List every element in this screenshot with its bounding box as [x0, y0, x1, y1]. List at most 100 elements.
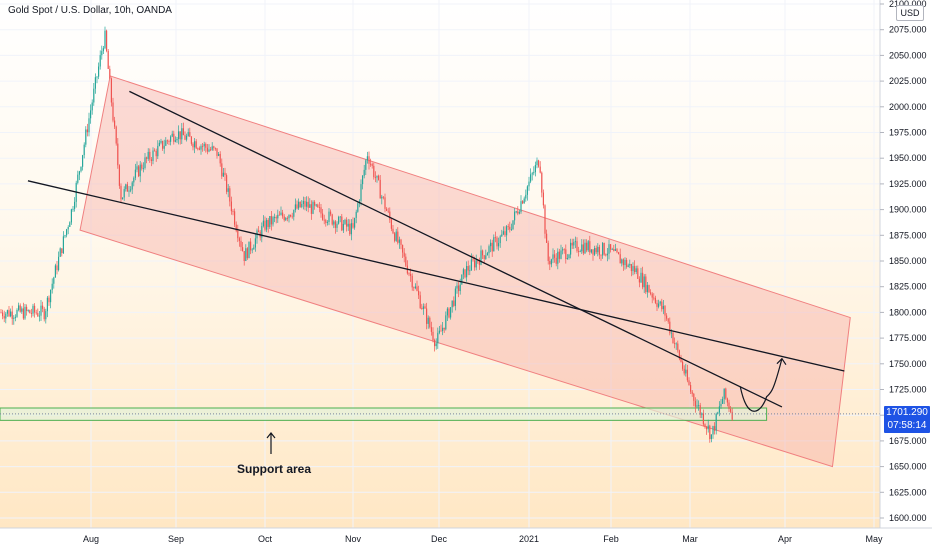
candle-bull — [59, 248, 61, 257]
candle-bear — [458, 285, 460, 292]
candle-bull — [488, 246, 490, 254]
candle-bull — [640, 272, 642, 283]
candle-bear — [387, 210, 389, 212]
candle-bear — [106, 30, 108, 51]
candle-bear — [443, 327, 445, 330]
candle-bull — [490, 242, 492, 247]
candle-bull — [66, 229, 68, 236]
candle-bear — [509, 226, 511, 230]
candle-bear — [107, 50, 109, 69]
candle-bear — [112, 102, 114, 121]
candle-bear — [56, 265, 58, 271]
candle-bull — [454, 288, 456, 306]
candle-bear — [547, 242, 549, 261]
candle-bull — [574, 241, 576, 243]
candle-bull — [562, 249, 564, 251]
candle-bull — [147, 151, 149, 159]
candle-bull — [718, 406, 720, 413]
candle-bull — [77, 174, 79, 183]
candle-bear — [664, 306, 666, 316]
y-tick-label: 1900.000 — [889, 205, 927, 215]
candle-bull — [451, 300, 453, 308]
currency-button[interactable]: USD — [896, 5, 924, 21]
candle-bull — [45, 311, 47, 320]
candle-bull — [125, 184, 127, 190]
candle-bear — [592, 249, 594, 255]
candle-bull — [70, 209, 72, 223]
candle-bull — [133, 177, 135, 183]
support-area-zone[interactable] — [0, 407, 768, 421]
candle-bear — [642, 272, 644, 288]
candle-bull — [269, 216, 271, 227]
candle-bull — [501, 234, 503, 237]
candle-bear — [115, 126, 117, 144]
candle-bear — [384, 197, 386, 209]
candle-bull — [14, 316, 16, 318]
candle-bull — [101, 51, 103, 56]
candle-bear — [558, 251, 560, 259]
candle-bear — [291, 216, 293, 218]
candle-bear — [205, 143, 207, 148]
candle-bear — [667, 318, 669, 322]
candle-bull — [131, 182, 133, 190]
long-trendline — [27, 180, 845, 372]
candle-bull — [720, 403, 722, 407]
trendlines[interactable] — [27, 90, 845, 408]
candle-bear — [541, 172, 543, 193]
candle-bear — [405, 256, 407, 266]
candle-bull — [338, 217, 340, 224]
candle-bear — [578, 251, 580, 252]
candle-bear — [219, 153, 221, 164]
candle-bull — [363, 169, 365, 176]
candle-bull — [354, 217, 356, 228]
candle-bear — [595, 248, 597, 253]
candle-bear — [424, 306, 426, 309]
candle-bull — [301, 204, 303, 208]
candle-bear — [318, 207, 320, 208]
candle-bear — [440, 330, 442, 332]
candle-bear — [378, 175, 380, 180]
candle-bull — [723, 388, 725, 400]
candle-bear — [392, 228, 394, 234]
candle-bull — [152, 150, 154, 161]
candle-bear — [651, 293, 653, 298]
candle-bear — [496, 237, 498, 247]
candle-bear — [154, 150, 156, 152]
candle-bull — [557, 251, 559, 264]
candle-bull — [134, 169, 136, 178]
candle-bear — [544, 205, 546, 234]
projection-curve — [739, 358, 783, 412]
support-area-label: Support area — [237, 462, 312, 476]
candle-bull — [570, 242, 572, 255]
candle-bull — [339, 216, 341, 218]
candle-bull — [614, 249, 616, 251]
y-tick-label: 1725.000 — [889, 385, 927, 395]
candle-bear — [517, 211, 519, 214]
candle-bear — [411, 275, 413, 288]
candle-bear — [434, 340, 436, 347]
candle-bull — [624, 259, 626, 266]
time-axis[interactable] — [0, 528, 932, 550]
candle-bull — [170, 136, 172, 142]
candle-bull — [502, 231, 504, 235]
candle-bear — [653, 297, 655, 299]
candle-bear — [299, 201, 301, 208]
candle-bull — [506, 226, 508, 236]
candle-bull — [722, 399, 724, 404]
candle-bear — [563, 249, 565, 251]
candle-bull — [158, 142, 160, 146]
candle-bear — [213, 146, 215, 148]
candle-bear — [472, 259, 474, 261]
x-tick-label: Mar — [682, 534, 698, 544]
price-axis[interactable] — [880, 0, 932, 550]
y-tick-label: 2050.000 — [889, 50, 927, 60]
candle-bear — [240, 240, 242, 248]
candle-bear — [616, 249, 618, 253]
candle-bull — [302, 200, 304, 205]
candle-bull — [606, 253, 608, 256]
candle-bear — [290, 214, 292, 217]
candle-bull — [581, 244, 583, 252]
candle-bull — [675, 343, 677, 345]
